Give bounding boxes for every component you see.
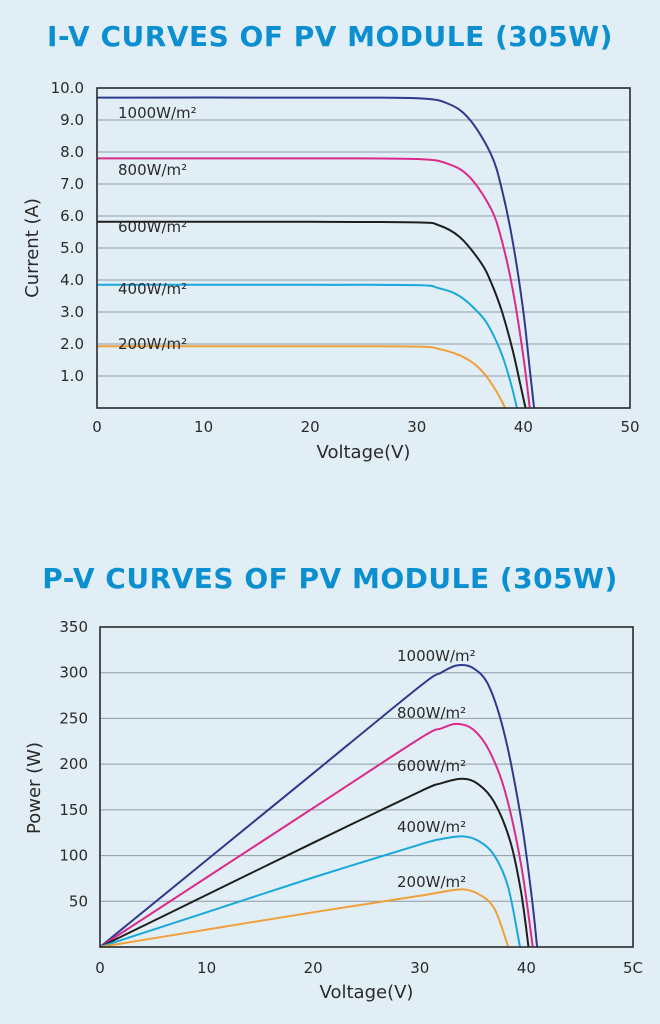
pv-x-tick-label: 40 [517, 959, 536, 977]
pv-plot-frame [99, 626, 634, 948]
iv-plot-frame [96, 87, 631, 409]
pv-x-tick-label: 30 [410, 959, 429, 977]
iv-y-axis-label: Current (A) [22, 198, 43, 298]
iv-x-tick-label: 0 [92, 418, 102, 436]
iv-y-tick-label: 8.0 [60, 143, 84, 161]
iv-series-line-800 [96, 157, 531, 409]
iv-y-tick-label: 1.0 [60, 367, 84, 385]
pv-y-tick-label: 350 [59, 618, 88, 636]
pv-x-tick-label: 10 [197, 959, 216, 977]
iv-y-tick-label: 2.0 [60, 335, 84, 353]
pv-x-tick-label: 0 [95, 959, 105, 977]
pv-x-tick-label: 5C [623, 959, 643, 977]
iv-y-tick-label: 6.0 [60, 207, 84, 225]
iv-chart-title: I-V CURVES OF PV MODULE (305W) [47, 20, 613, 53]
pv-y-tick-label: 300 [59, 664, 88, 682]
pv-series-line-600 [99, 777, 530, 948]
pv-y-tick-label: 250 [59, 709, 88, 727]
pv-series-line-1000 [99, 663, 539, 948]
pv-series-line-800 [99, 722, 534, 948]
iv-y-tick-label: 7.0 [60, 175, 84, 193]
iv-x-tick-label: 20 [301, 418, 320, 436]
iv-y-tick-label: 5.0 [60, 239, 84, 257]
iv-series-line-200 [96, 345, 507, 409]
pv-series-label: 200W/m² [397, 873, 466, 891]
pv-y-tick-label: 100 [59, 847, 88, 865]
pv-series-line-400 [99, 835, 521, 948]
iv-y-tick-label: 10.0 [51, 79, 84, 97]
pv-x-tick-label: 20 [304, 959, 323, 977]
iv-series-line-400 [96, 283, 518, 409]
iv-y-tick-label: 3.0 [60, 303, 84, 321]
iv-chart: 1.0 2.0 3.0 4.0 5.0 6.0 7.0 8.0 9.0 10.0 0 10 20 30 40… [22, 79, 640, 463]
iv-series-line-600 [96, 220, 527, 409]
iv-series-label: 600W/m² [118, 218, 187, 236]
iv-series-label: 200W/m² [118, 335, 187, 353]
pv-y-axis-label: Power (W) [24, 742, 45, 834]
iv-y-tick-label: 9.0 [60, 111, 84, 129]
iv-series-label: 800W/m² [118, 161, 187, 179]
pv-x-axis-label: Voltage(V) [320, 982, 414, 1003]
pv-y-tick-label: 200 [59, 755, 88, 773]
pv-series-label: 800W/m² [397, 704, 466, 722]
pv-series-label: 400W/m² [397, 818, 466, 836]
pv-series-label: 1000W/m² [397, 647, 476, 665]
iv-x-tick-label: 30 [407, 418, 426, 436]
iv-x-tick-label: 10 [194, 418, 213, 436]
iv-x-tick-label: 40 [514, 418, 533, 436]
pv-chart: 50 100 150 200 250 300 350 0 10 20 30 40 5C Voltage(V… [24, 618, 643, 1003]
pv-chart-title: P-V CURVES OF PV MODULE (305W) [42, 562, 618, 595]
iv-x-axis-label: Voltage(V) [317, 442, 411, 463]
iv-series-line-1000 [96, 96, 536, 409]
iv-series-label: 400W/m² [118, 280, 187, 298]
pv-series-label: 600W/m² [397, 757, 466, 775]
iv-x-tick-label: 50 [620, 418, 639, 436]
iv-series-label: 1000W/m² [118, 104, 197, 122]
pv-y-tick-label: 50 [69, 892, 88, 910]
iv-y-tick-label: 4.0 [60, 271, 84, 289]
pv-series-line-200 [99, 888, 510, 948]
pv-y-tick-label: 150 [59, 801, 88, 819]
